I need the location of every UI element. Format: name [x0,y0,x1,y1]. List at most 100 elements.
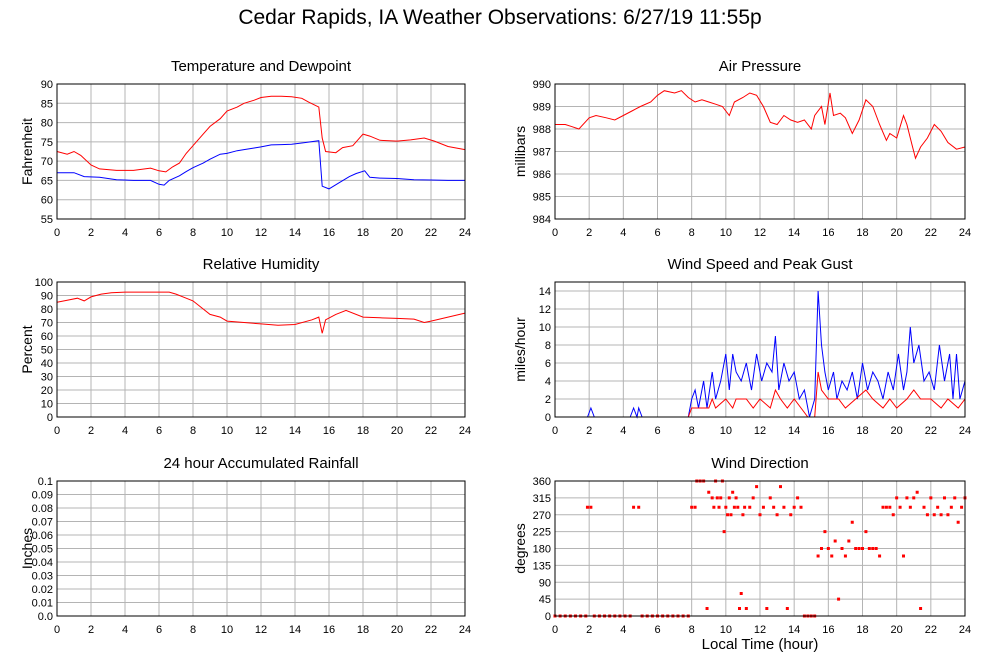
x-tick-label: 14 [788,425,800,437]
y-tick-label: 70 [41,318,53,330]
data-point [768,496,772,500]
x-tick-label: 8 [689,227,695,239]
x-tick-label: 8 [689,425,695,437]
y-tick-label: 90 [41,291,53,303]
x-tick-label: 24 [959,227,971,239]
x-tick-label: 0 [552,227,558,239]
x-tick-label: 24 [959,425,971,437]
x-tick-label: 6 [156,624,162,636]
x-tick-label: 10 [720,227,732,239]
x-tick-label: 6 [654,624,660,636]
x-tick-label: 22 [425,425,437,437]
x-tick-label: 24 [459,425,471,437]
x-tick-label: 6 [156,425,162,437]
data-point [739,592,743,595]
data-point [898,505,902,509]
y-tick-label: 0 [545,412,551,424]
y-tick-label: 70 [41,156,53,168]
y-tick-label: 0.05 [32,544,53,556]
data-point [710,496,714,500]
data-point [854,547,858,550]
chart-panel-1: 0 2 4 6 8 10 12 14 16 18 20 22 249849859869879889899… [512,58,971,239]
series-line-1 [57,140,465,190]
y-tick-label: 14 [539,286,551,298]
x-tick-label: 14 [289,624,301,636]
x-tick-label: 4 [620,425,626,437]
y-tick-label: 30 [41,372,53,384]
x-tick-label: 16 [323,425,335,437]
x-tick-label: 10 [221,227,233,239]
y-tick-label: 20 [41,385,53,397]
data-point [820,547,823,550]
x-tick-label: 22 [425,624,437,636]
x-tick-label: 18 [357,624,369,636]
data-point [864,530,868,534]
data-point [736,505,740,509]
x-tick-label: 12 [754,425,766,437]
x-tick-label: 22 [425,227,437,239]
x-tick-label: 22 [925,227,937,239]
y-tick-label: 65 [41,175,53,187]
x-tick-label: 0 [54,425,60,437]
data-point [741,513,745,517]
data-point [772,505,776,509]
x-axis-label: Local Time (hour) [701,636,819,653]
data-point [929,496,933,500]
data-point [732,505,736,509]
page-title: Cedar Rapids, IA Weather Observations: 6… [238,6,762,29]
x-tick-label: 12 [255,227,267,239]
data-point [946,513,950,517]
data-point [939,513,943,517]
y-tick-label: 90 [41,79,53,91]
data-point [871,547,875,550]
data-point [936,505,940,509]
data-point [850,520,854,524]
y-tick-label: 0.04 [32,557,53,569]
y-tick-label: 0.01 [32,598,53,610]
x-tick-label: 6 [156,227,162,239]
series-line-0 [555,90,966,160]
data-point [589,505,593,509]
y-tick-label: 270 [533,510,551,522]
data-point [881,505,885,509]
data-point [775,513,779,517]
y-tick-label: 55 [41,214,53,226]
x-tick-label: 12 [754,227,766,239]
data-point [919,607,923,610]
data-point [925,513,929,517]
data-point [796,496,800,500]
data-point [915,490,919,494]
x-tick-label: 16 [822,425,834,437]
y-tick-label: 10 [539,322,551,334]
data-point [743,505,747,509]
y-axis-label: Inches [19,528,35,569]
data-point [874,547,878,550]
x-tick-label: 2 [586,227,592,239]
data-point [751,496,755,500]
y-axis-label: millibars [512,126,528,177]
x-tick-label: 8 [190,624,196,636]
x-tick-label: 2 [88,227,94,239]
y-tick-label: 986 [533,169,551,181]
x-tick-label: 18 [856,227,868,239]
x-tick-label: 4 [122,227,128,239]
data-point [932,513,936,517]
plot-frame [56,83,466,220]
data-point [731,490,735,494]
y-tick-label: 8 [545,340,551,352]
data-point [953,496,957,500]
chart-title: Wind Speed and Peak Gust [667,256,853,273]
data-point [816,554,820,558]
y-tick-label: 989 [533,102,551,114]
data-point [632,505,636,509]
x-tick-label: 16 [323,227,335,239]
x-tick-label: 4 [620,227,626,239]
data-point [943,496,946,500]
y-tick-label: 990 [533,79,551,91]
x-tick-label: 10 [221,624,233,636]
x-tick-label: 24 [459,227,471,239]
x-tick-label: 24 [459,624,471,636]
data-point [585,505,589,509]
chart-title: Temperature and Dewpoint [171,58,352,75]
